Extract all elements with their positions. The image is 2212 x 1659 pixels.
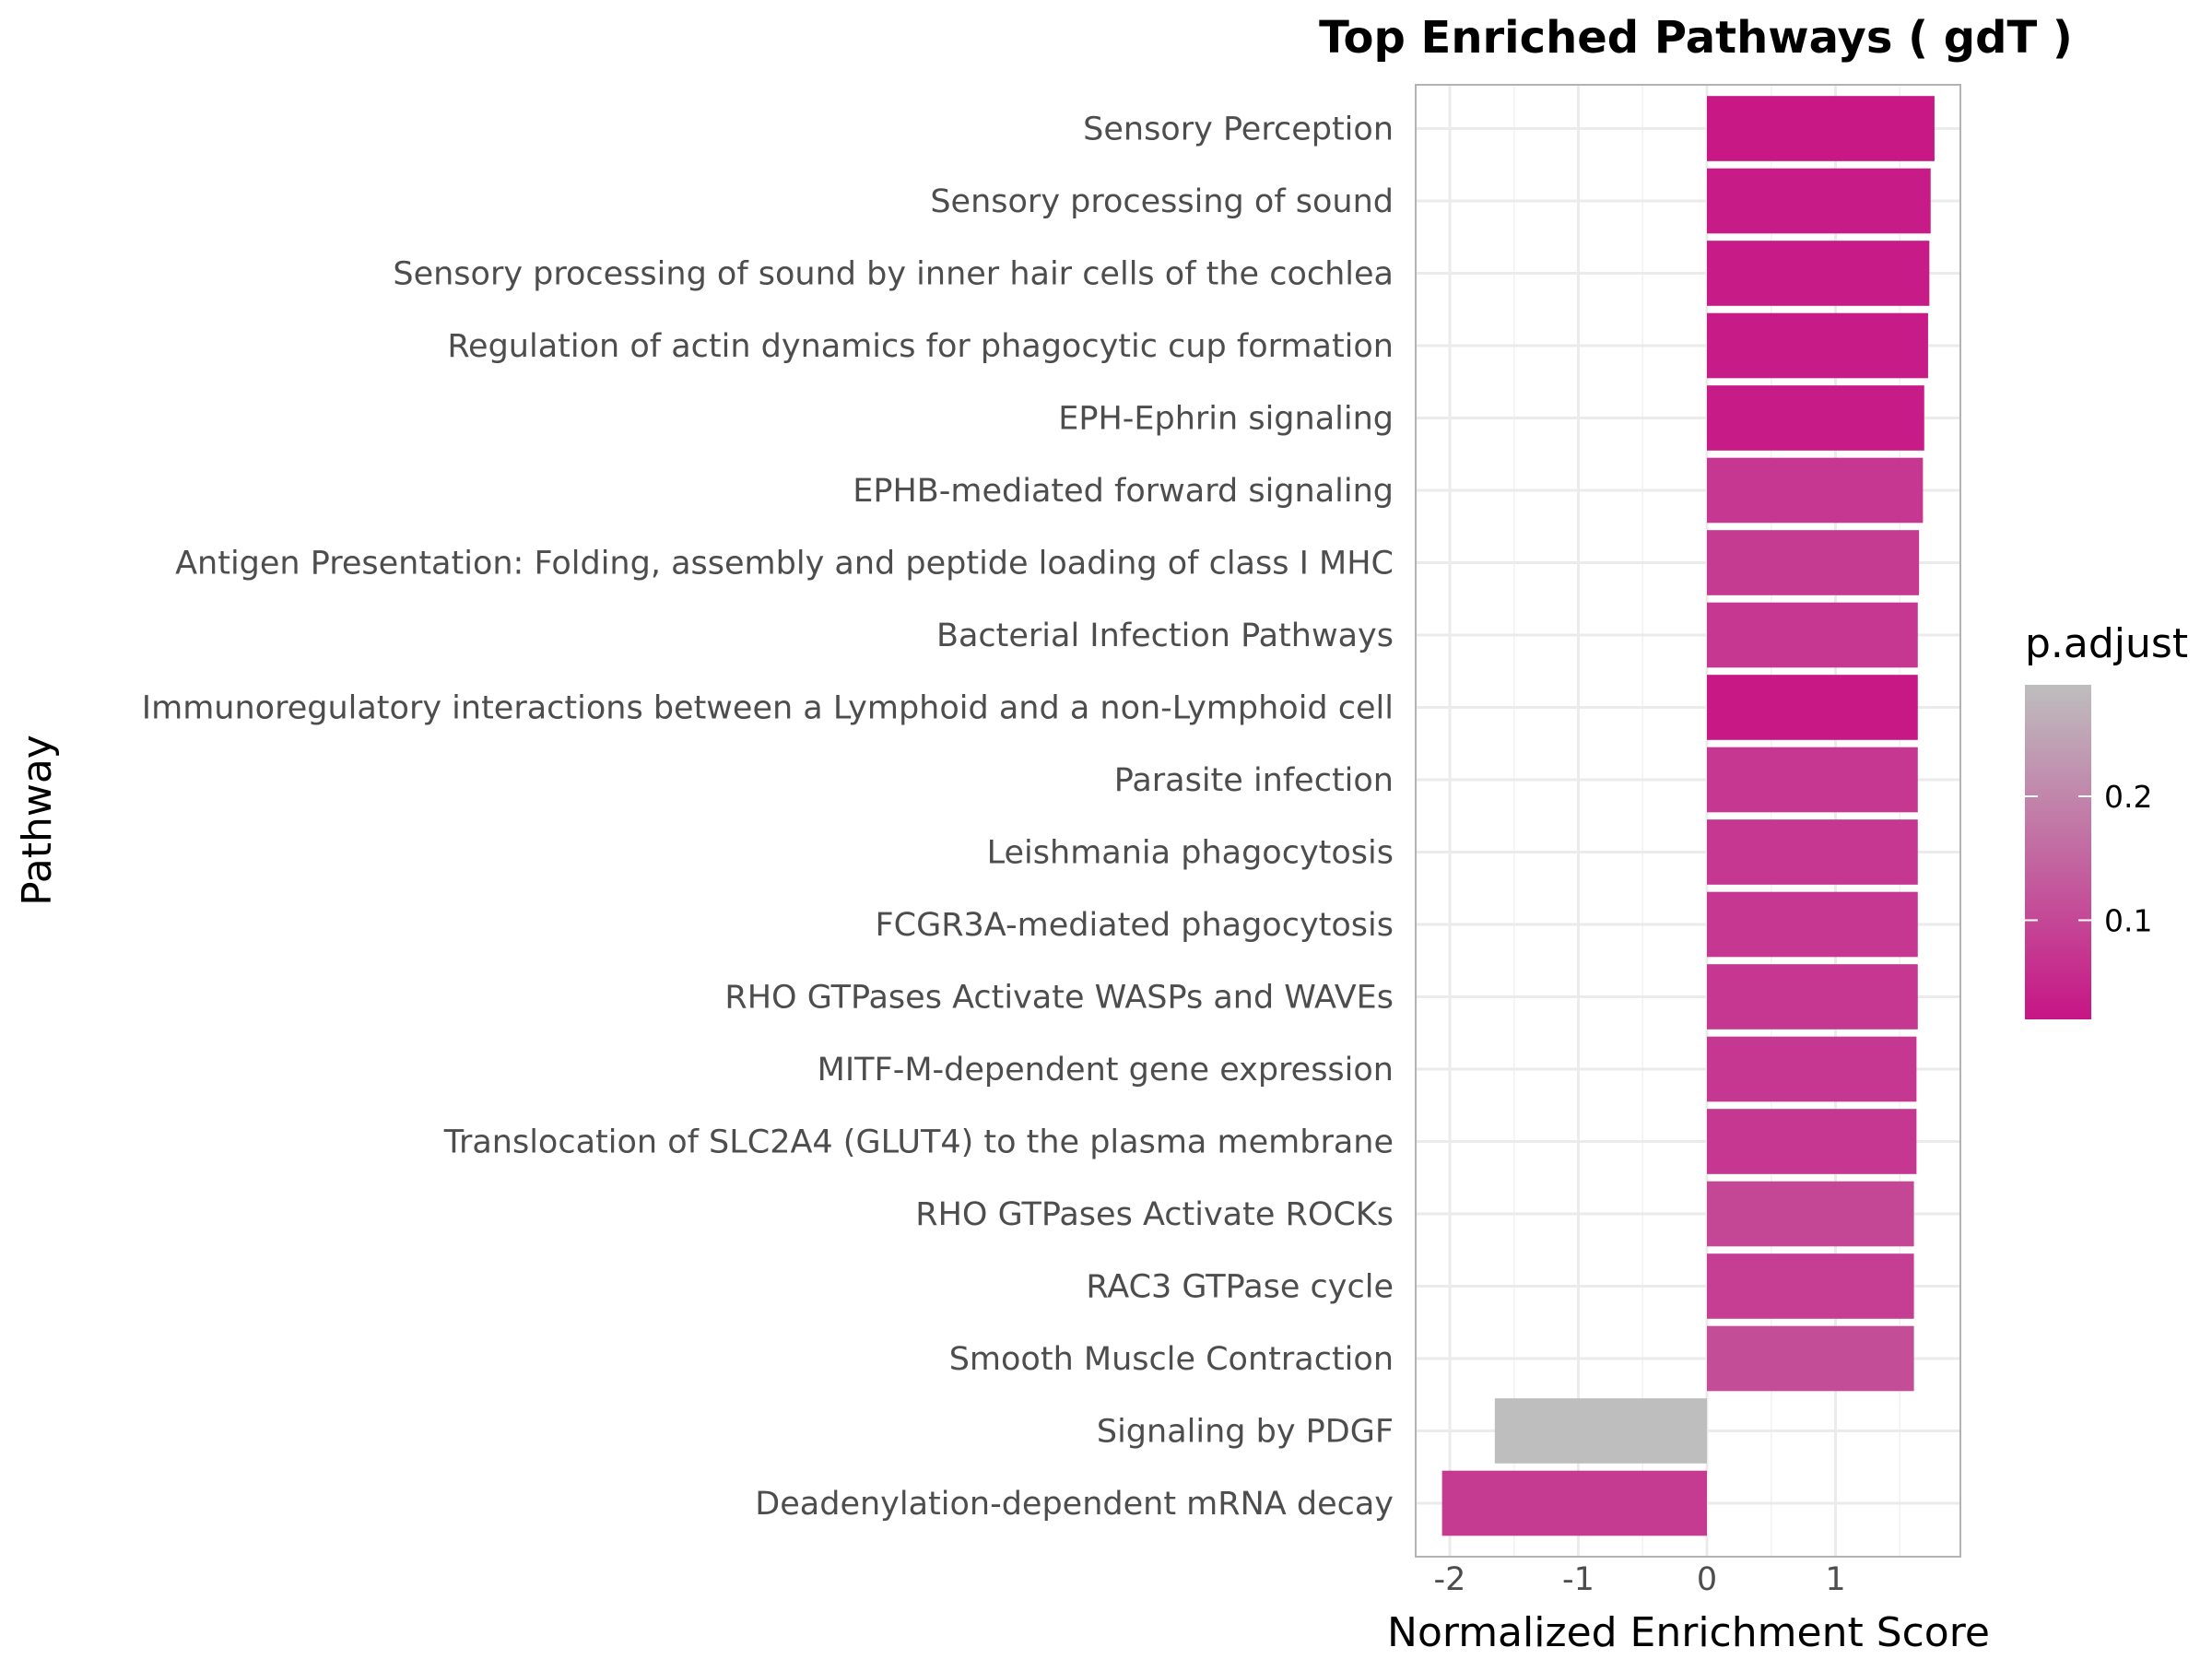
bar: [1707, 602, 1918, 668]
bar: [1707, 964, 1918, 1030]
category-label: Sensory processing of sound: [930, 183, 1394, 220]
bar: [1707, 675, 1918, 740]
plot-border: [1415, 84, 1961, 1558]
legend-colorbar: [2025, 685, 2091, 1019]
bar: [1707, 241, 1930, 306]
category-label: FCGR3A-mediated phagocytosis: [876, 907, 1394, 944]
bar: [1441, 1470, 1707, 1536]
category-label: RHO GTPases Activate WASPs and WAVEs: [724, 980, 1394, 1017]
bar: [1707, 96, 1935, 161]
chart-title: Top Enriched Pathways ( gdT ): [1319, 12, 2073, 64]
y-axis-title: Pathway: [14, 735, 61, 906]
bar: [1707, 168, 1931, 234]
category-label: Leishmania phagocytosis: [987, 835, 1394, 872]
category-label: Sensory processing of sound by inner hai…: [393, 256, 1394, 293]
category-label: Signaling by PDGF: [1097, 1414, 1394, 1451]
category-label: RHO GTPases Activate ROCKs: [915, 1196, 1394, 1233]
category-label: MITF-M-dependent gene expression: [818, 1052, 1394, 1088]
bar: [1707, 385, 1924, 451]
bar: [1707, 1181, 1914, 1247]
category-label: Sensory Perception: [1083, 112, 1394, 148]
category-label: Parasite infection: [1114, 762, 1394, 799]
bar: [1707, 1036, 1917, 1102]
category-label: Antigen Presentation: Folding, assembly …: [175, 546, 1394, 582]
category-label: Smooth Muscle Contraction: [949, 1341, 1394, 1378]
category-label: RAC3 GTPase cycle: [1086, 1269, 1394, 1306]
legend-tick-label: 0.2: [2104, 779, 2152, 815]
category-label: Bacterial Infection Pathways: [936, 618, 1394, 654]
category-label: Deadenylation-dependent mRNA decay: [755, 1486, 1394, 1523]
bar: [1707, 747, 1918, 813]
bar: [1707, 1109, 1917, 1174]
legend-title: p.adjust: [2025, 620, 2188, 667]
category-labels: Sensory Perception Sensory processing of …: [142, 112, 1394, 1524]
x-axis-title: Normalized Enrichment Score: [1387, 1609, 1990, 1656]
category-label: EPHB-mediated forward signaling: [853, 473, 1394, 510]
bars: [1441, 96, 1935, 1536]
x-axis-ticks: -2 -1 0 1: [1434, 1561, 1846, 1598]
legend-tick-label: 0.1: [2104, 902, 2152, 938]
bar: [1707, 457, 1924, 524]
x-tick-label: 1: [1825, 1561, 1845, 1598]
legend: p.adjust 0.2 0.1: [2025, 620, 2188, 1019]
category-label: EPH-Ephrin signaling: [1058, 401, 1394, 438]
category-label: Immunoregulatory interactions between a …: [142, 690, 1394, 727]
legend-ticks: 0.2 0.1: [2025, 779, 2152, 938]
category-label: Regulation of actin dynamics for phagocy…: [447, 328, 1394, 365]
bar: [1707, 819, 1918, 885]
x-tick-label: 0: [1697, 1561, 1717, 1598]
bar: [1707, 312, 1928, 379]
bar: [1494, 1398, 1707, 1464]
bar: [1707, 1253, 1914, 1319]
bar: [1707, 891, 1918, 958]
bar: [1707, 1325, 1914, 1392]
x-tick-label: -2: [1434, 1561, 1466, 1598]
bar: [1707, 530, 1920, 595]
category-label: Translocation of SLC2A4 (GLUT4) to the p…: [443, 1124, 1394, 1161]
x-tick-label: -1: [1562, 1561, 1594, 1598]
